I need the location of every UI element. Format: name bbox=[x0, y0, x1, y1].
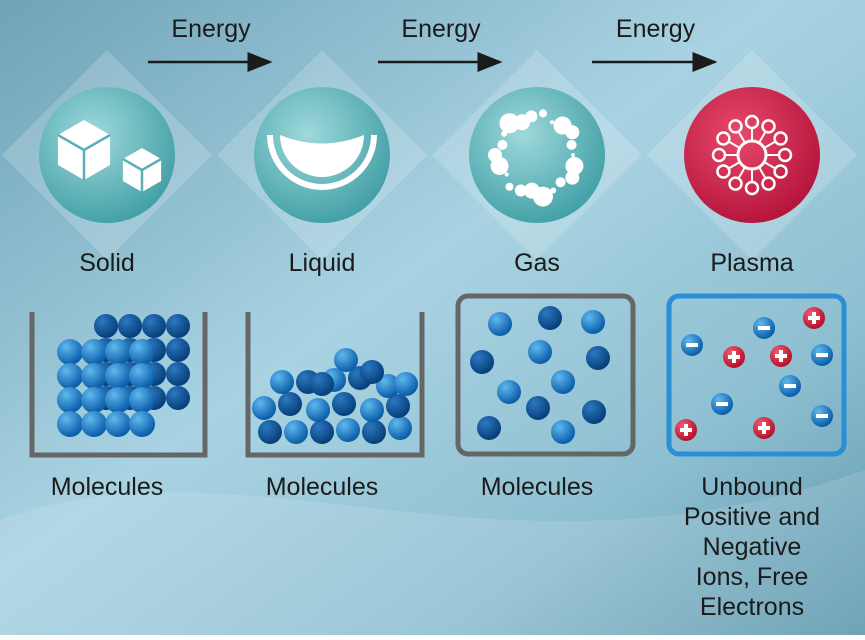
gas-bubble bbox=[505, 172, 509, 176]
molecule bbox=[336, 418, 360, 442]
molecule bbox=[258, 420, 282, 444]
molecule bbox=[388, 416, 412, 440]
sign bbox=[762, 422, 766, 434]
gas-bubble bbox=[505, 183, 513, 191]
molecule bbox=[81, 363, 107, 389]
molecule bbox=[129, 387, 155, 413]
molecule bbox=[526, 396, 550, 420]
molecule bbox=[360, 398, 384, 422]
molecule bbox=[94, 314, 118, 338]
gas-bubble bbox=[525, 110, 537, 122]
molecule bbox=[362, 420, 386, 444]
molecule bbox=[57, 387, 83, 413]
molecule bbox=[497, 380, 521, 404]
molecule bbox=[129, 411, 155, 437]
sign bbox=[816, 353, 828, 357]
molecule bbox=[310, 372, 334, 396]
molecule bbox=[332, 392, 356, 416]
sign bbox=[812, 312, 816, 324]
molecule bbox=[105, 411, 131, 437]
gas-bubble bbox=[497, 140, 507, 150]
state-caption: Molecules bbox=[481, 473, 594, 501]
molecule bbox=[394, 372, 418, 396]
sign bbox=[784, 384, 796, 388]
molecule bbox=[81, 411, 107, 437]
molecule bbox=[105, 387, 131, 413]
state-caption: Molecules bbox=[51, 473, 164, 501]
molecule bbox=[334, 348, 358, 372]
molecule bbox=[477, 416, 501, 440]
energy-label: Energy bbox=[401, 15, 481, 43]
state-caption: Negative bbox=[703, 533, 802, 561]
molecule bbox=[166, 338, 190, 362]
molecule bbox=[129, 339, 155, 365]
molecule bbox=[551, 370, 575, 394]
molecule bbox=[582, 400, 606, 424]
molecule bbox=[252, 396, 276, 420]
state-caption: Positive and bbox=[684, 503, 820, 531]
gas-bubble bbox=[567, 140, 577, 150]
molecule bbox=[142, 314, 166, 338]
sign bbox=[758, 326, 770, 330]
sign bbox=[716, 402, 728, 406]
energy-label: Energy bbox=[171, 15, 251, 43]
gas-bubble bbox=[571, 153, 575, 157]
state-name: Liquid bbox=[289, 249, 356, 277]
state-name: Gas bbox=[514, 249, 560, 277]
molecule bbox=[81, 387, 107, 413]
molecule bbox=[118, 314, 142, 338]
gas-bubble bbox=[488, 148, 502, 162]
state-caption: Ions, Free bbox=[696, 563, 809, 591]
molecule bbox=[270, 370, 294, 394]
molecule bbox=[360, 360, 384, 384]
molecule bbox=[57, 363, 83, 389]
gas-bubble bbox=[565, 125, 579, 139]
energy-label: Energy bbox=[616, 15, 696, 43]
sign bbox=[732, 351, 736, 363]
molecule bbox=[581, 310, 605, 334]
state-caption: Electrons bbox=[700, 593, 804, 621]
molecule bbox=[284, 420, 308, 444]
molecule bbox=[57, 339, 83, 365]
gas-bubble bbox=[565, 171, 579, 185]
molecule bbox=[57, 411, 83, 437]
molecule bbox=[278, 392, 302, 416]
molecule bbox=[586, 346, 610, 370]
molecule bbox=[488, 312, 512, 336]
molecule bbox=[166, 362, 190, 386]
molecule bbox=[538, 306, 562, 330]
page: Energy Energy Energy Solid Molecules Liquid Mo… bbox=[0, 0, 865, 640]
state-caption: Unbound bbox=[701, 473, 802, 501]
molecule bbox=[306, 398, 330, 422]
molecule bbox=[81, 339, 107, 365]
sign bbox=[816, 414, 828, 418]
state-caption: Molecules bbox=[266, 473, 379, 501]
sign bbox=[684, 424, 688, 436]
molecule bbox=[105, 339, 131, 365]
sign bbox=[686, 343, 698, 347]
molecule bbox=[310, 420, 334, 444]
molecule bbox=[166, 314, 190, 338]
gas-bubble bbox=[515, 184, 527, 196]
molecule bbox=[166, 386, 190, 410]
sign bbox=[779, 350, 783, 362]
state-name: Plasma bbox=[710, 249, 793, 277]
state-name: Solid bbox=[79, 249, 135, 277]
gas-bubble bbox=[539, 109, 547, 117]
molecule bbox=[105, 363, 131, 389]
state-circle bbox=[684, 87, 820, 223]
molecule bbox=[528, 340, 552, 364]
gas-bubble bbox=[550, 120, 554, 124]
molecule bbox=[470, 350, 494, 374]
molecule bbox=[551, 420, 575, 444]
molecule bbox=[129, 363, 155, 389]
diagram: Energy Energy Energy Solid Molecules Liquid Mo… bbox=[0, 0, 865, 635]
gas-bubble bbox=[556, 177, 566, 187]
